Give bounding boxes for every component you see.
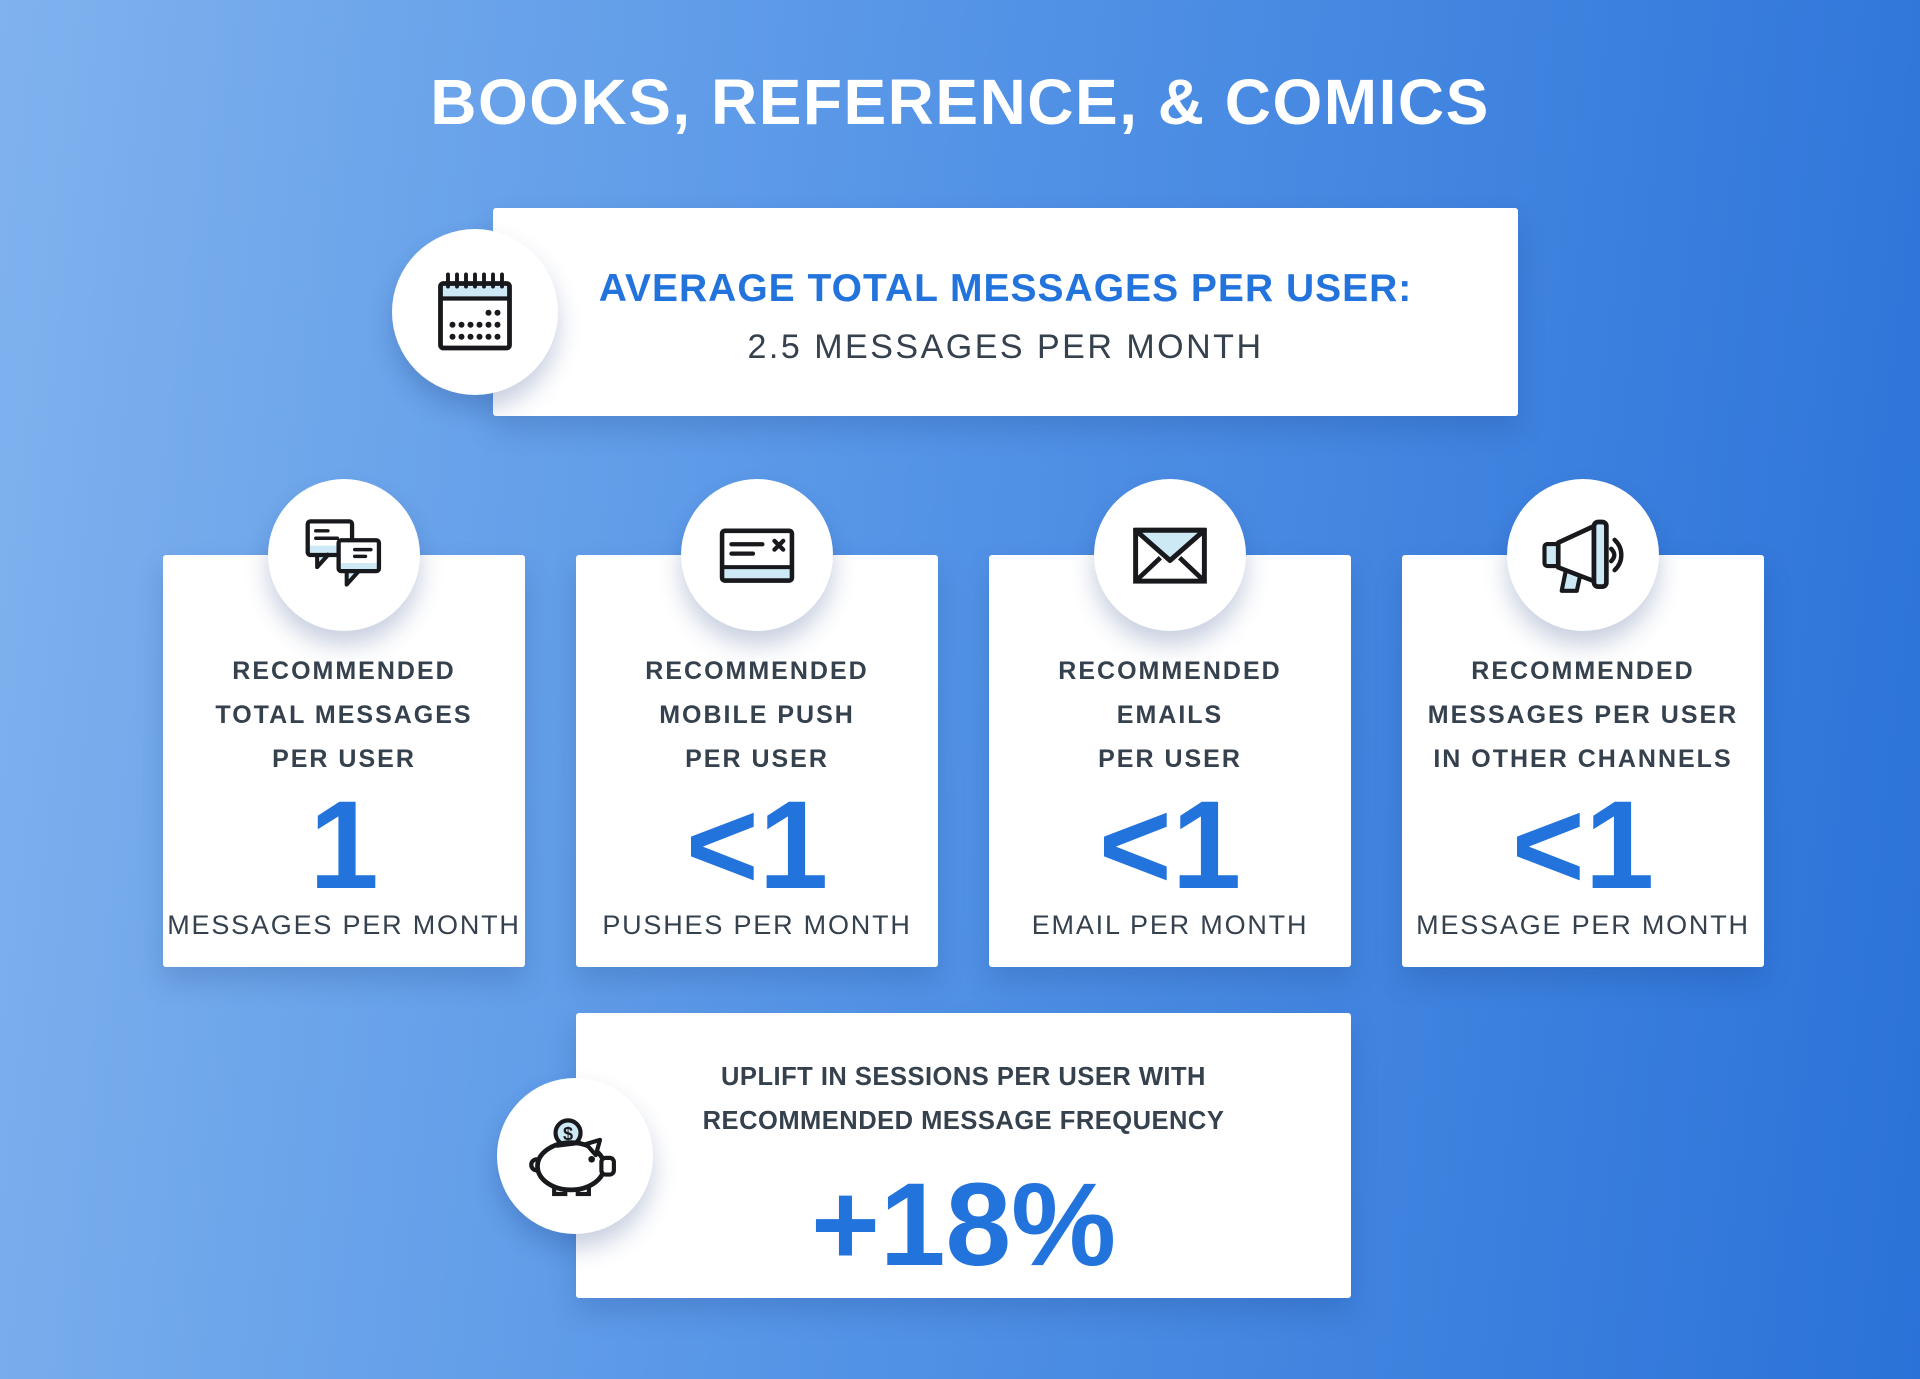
uplift-heading: UPLIFT IN SESSIONS PER USER WITH RECOMMEN… <box>702 1063 1225 1135</box>
chat-bubbles-icon-badge <box>268 479 420 631</box>
stat-card-value: 1 <box>309 776 379 915</box>
page-title: BOOKS, REFERENCE, & COMICS <box>430 66 1490 138</box>
email-icon <box>1133 527 1207 584</box>
summary-card: AVERAGE TOTAL MESSAGES PER USER: 2.5 MES… <box>392 208 1518 416</box>
summary-heading: AVERAGE TOTAL MESSAGES PER USER: <box>598 267 1413 310</box>
chat-bubbles-icon <box>305 519 382 587</box>
stat-card-value: <1 <box>685 776 829 915</box>
stat-card: RECOMMENDED MESSAGES PER USER IN OTHER CHA… <box>1402 479 1764 967</box>
uplift-card: $ UPLIFT IN SESSIONS PER USER WITH RECOMM… <box>497 1013 1351 1298</box>
stat-card-caption: PUSHES PER MONTH <box>602 910 912 940</box>
stat-card-heading: RECOMMENDED MOBILE PUSH PER USER <box>645 657 869 773</box>
mobile-push-icon <box>719 528 795 583</box>
stat-card-heading: RECOMMENDED MESSAGES PER USER IN OTHER CHA… <box>1427 657 1739 773</box>
piggy-bank-icon-badge: $ <box>497 1078 653 1234</box>
stat-card-heading: RECOMMENDED EMAILS PER USER <box>1058 657 1282 773</box>
stat-card-value: <1 <box>1098 776 1242 915</box>
mobile-push-icon-badge <box>681 479 833 631</box>
stat-card-heading: RECOMMENDED TOTAL MESSAGES PER USER <box>215 657 473 773</box>
summary-value: 2.5 MESSAGES PER MONTH <box>747 328 1264 366</box>
stat-card-caption: MESSAGE PER MONTH <box>1416 910 1750 940</box>
stat-card: RECOMMENDED MOBILE PUSH PER USER <1 PUSHES… <box>576 479 938 967</box>
svg-text:$: $ <box>563 1123 573 1143</box>
stat-card: RECOMMENDED TOTAL MESSAGES PER USER 1 MESS… <box>163 479 525 967</box>
stat-card-value: <1 <box>1511 776 1655 915</box>
megaphone-icon-badge <box>1507 479 1659 631</box>
megaphone-icon <box>1542 519 1624 593</box>
piggy-bank-icon: $ <box>529 1117 616 1196</box>
calendar-icon <box>438 272 512 351</box>
uplift-value: +18% <box>810 1159 1117 1291</box>
stat-card-caption: MESSAGES PER MONTH <box>167 910 521 940</box>
calendar-icon-badge <box>392 229 558 395</box>
stat-card-caption: EMAIL PER MONTH <box>1031 910 1309 940</box>
stat-card: RECOMMENDED EMAILS PER USER <1 EMAIL PER M… <box>989 479 1351 967</box>
email-icon-badge <box>1094 479 1246 631</box>
